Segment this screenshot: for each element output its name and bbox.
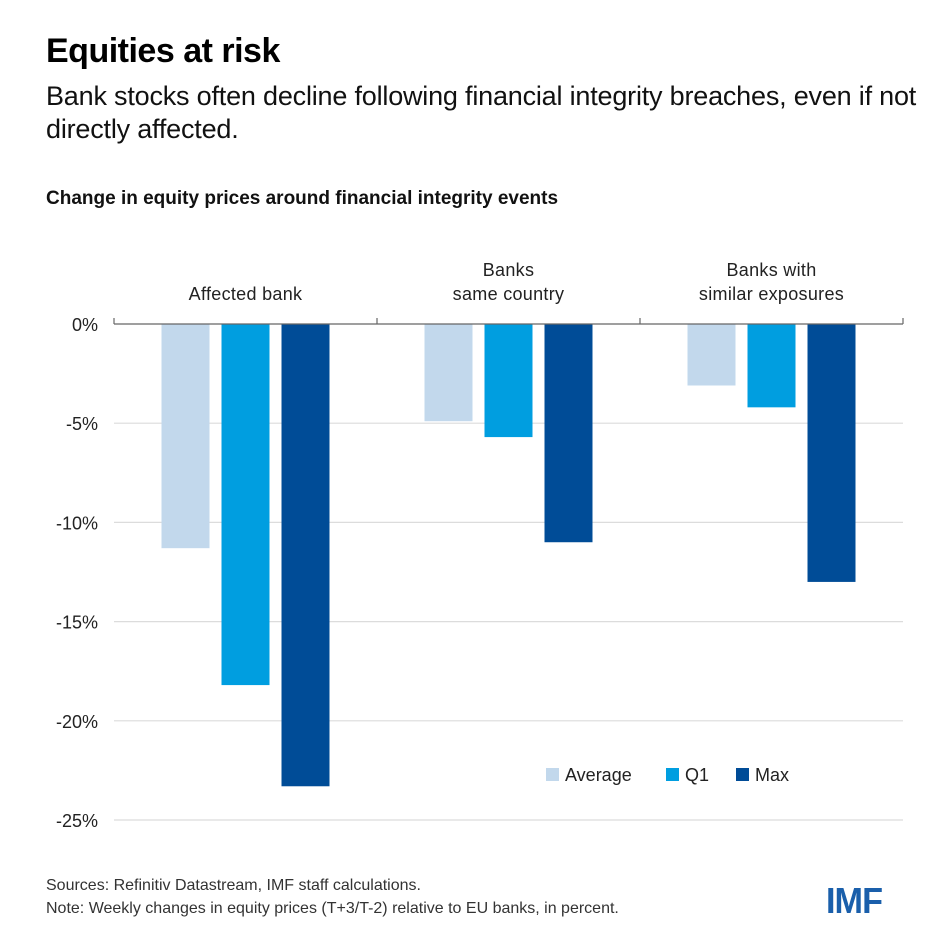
category-label: same country (453, 284, 565, 304)
y-tick-label: -10% (56, 513, 98, 533)
bar-average (687, 324, 736, 386)
legend-swatch-q1 (666, 768, 679, 781)
imf-logo: IMF (826, 880, 883, 921)
legend-label-average: Average (565, 765, 632, 785)
footer: Sources: Refinitiv Datastream, IMF staff… (46, 874, 619, 920)
bar-max (807, 324, 856, 582)
sources-note: Sources: Refinitiv Datastream, IMF staff… (46, 877, 421, 894)
legend-swatch-max (736, 768, 749, 781)
bar-max (544, 324, 593, 543)
bar-max (281, 324, 330, 787)
category-label: Affected bank (189, 284, 303, 304)
legend-swatch-average (546, 768, 559, 781)
y-tick-label: -25% (56, 811, 98, 831)
category-label: similar exposures (699, 284, 844, 304)
y-tick-label: -20% (56, 712, 98, 732)
y-tick-label: -5% (66, 414, 98, 434)
chart-subtitle: Bank stocks often decline following fina… (46, 81, 917, 144)
legend-label-max: Max (755, 765, 789, 785)
bar-q1 (221, 324, 270, 686)
bar-average (424, 324, 473, 422)
methodology-note: Note: Weekly changes in equity prices (T… (46, 900, 619, 917)
bar-q1 (747, 324, 796, 408)
y-tick-label: -15% (56, 613, 98, 633)
category-label: Banks with (726, 260, 816, 280)
chart-title: Change in equity prices around financial… (46, 188, 559, 209)
bar-average (161, 324, 210, 549)
y-tick-label: 0% (72, 315, 98, 335)
chart-headline: Equities at risk (46, 32, 280, 70)
legend-label-q1: Q1 (685, 765, 709, 785)
bar-q1 (484, 324, 533, 438)
category-label: Banks (483, 260, 535, 280)
